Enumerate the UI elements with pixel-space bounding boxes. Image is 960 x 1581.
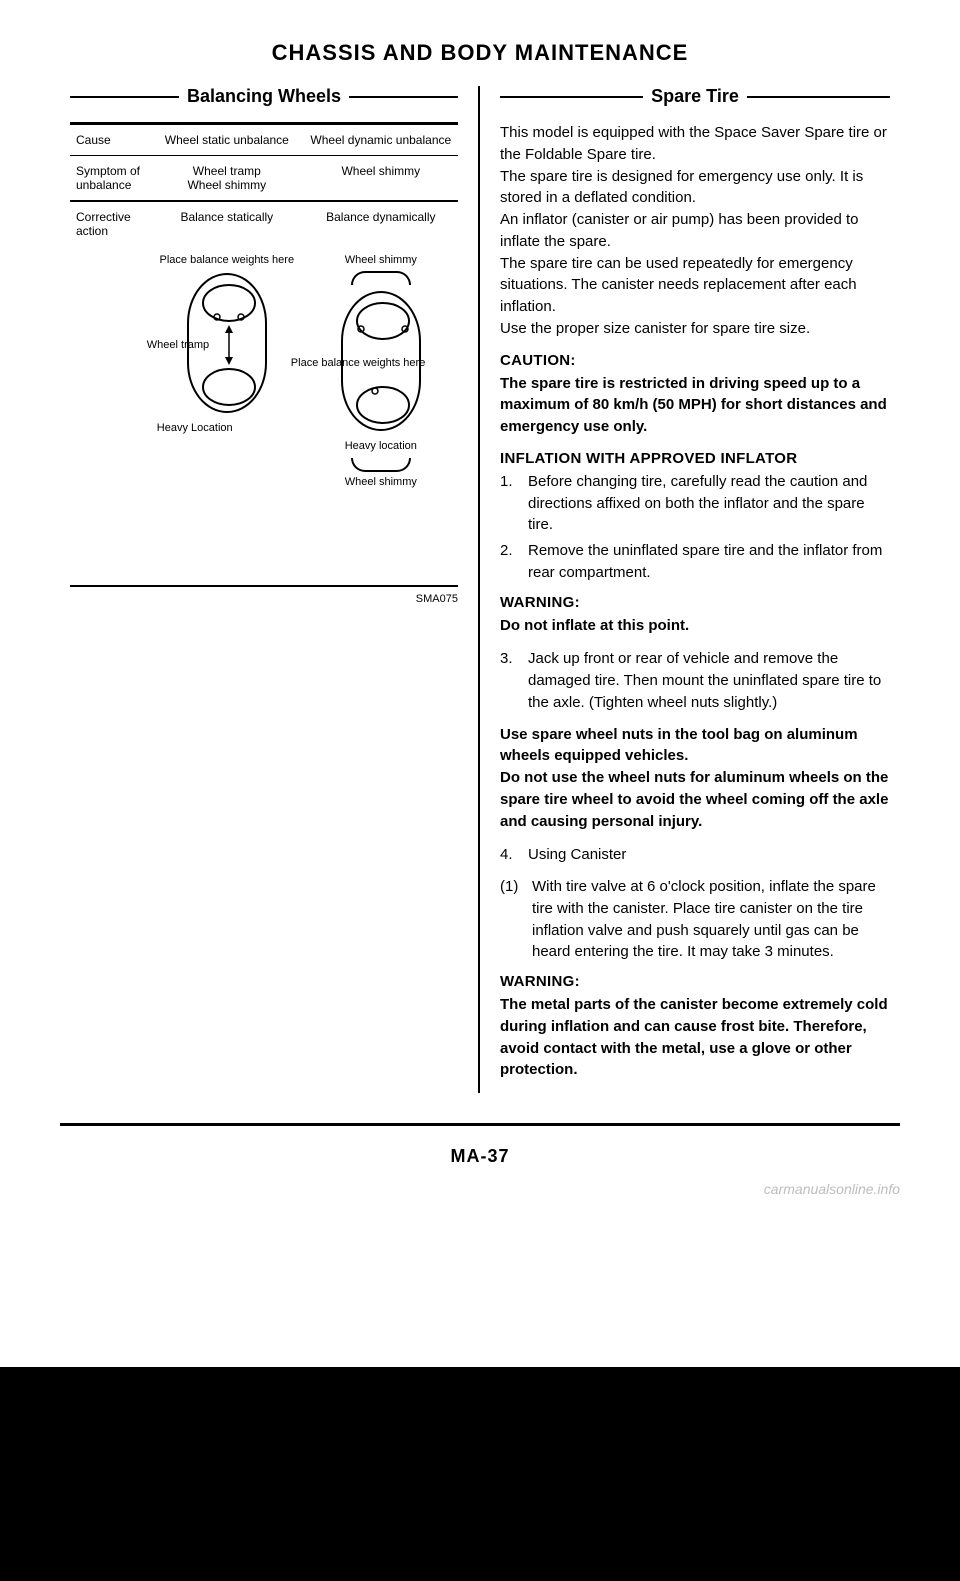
static-diagram-cell: Place balance weights here <box>150 246 304 586</box>
step-item: 2. Remove the uninflated spare tire and … <box>500 540 890 584</box>
two-column-layout: Balancing Wheels Cause Wheel static unba… <box>60 86 900 1093</box>
left-column: Balancing Wheels Cause Wheel static unba… <box>60 86 480 1093</box>
step-text: Using Canister <box>528 844 626 866</box>
diagram-label: Place balance weights here <box>157 254 297 267</box>
step-item: 3. Jack up front or rear of vehicle and … <box>500 648 890 713</box>
cell: Wheel shimmy <box>304 156 458 202</box>
step-number: 2. <box>500 540 528 584</box>
step-number: 1. <box>500 471 528 536</box>
step-number: 3. <box>500 648 528 713</box>
diagram-label: Wheel shimmy <box>311 254 451 267</box>
steps-list: 3. Jack up front or rear of vehicle and … <box>500 648 890 713</box>
cell: Balance dynamically <box>304 201 458 246</box>
watermark: carmanualsonline.info <box>764 1181 900 1197</box>
diagram-label: Heavy location <box>311 440 451 453</box>
step-text: Remove the uninflated spare tire and the… <box>528 540 890 584</box>
arc-icon <box>351 458 411 472</box>
page-number: MA-37 <box>60 1146 900 1167</box>
cell: Wheel tramp Wheel shimmy <box>150 156 304 202</box>
rule-line <box>349 96 458 98</box>
cell: Balance statically <box>150 201 304 246</box>
row-label: Symptom of unbalance <box>70 156 150 202</box>
row-label: Cause <box>70 124 150 156</box>
bottom-rule <box>60 1123 900 1126</box>
step-text: Before changing tire, carefully read the… <box>528 471 890 536</box>
rule-line <box>747 96 890 98</box>
right-column: Spare Tire This model is equipped with t… <box>480 86 900 1093</box>
spare-tire-header: Spare Tire <box>500 86 890 107</box>
balancing-wheels-header: Balancing Wheels <box>70 86 458 107</box>
cell: Wheel static unbalance <box>150 124 304 156</box>
diagram-label: Heavy Location <box>157 422 297 435</box>
warning-body: The metal parts of the canister become e… <box>500 994 890 1081</box>
page-title: CHASSIS AND BODY MAINTENANCE <box>60 40 900 66</box>
diagram-label: Wheel tramp <box>147 339 297 352</box>
diagram-label: Place balance weights here <box>291 357 451 370</box>
arc-icon <box>351 271 411 285</box>
warning-body: Do not inflate at this point. <box>500 615 890 637</box>
warning-heading: WARNING: <box>500 594 890 611</box>
note-bold: Use spare wheel nuts in the tool bag on … <box>500 724 890 833</box>
figure-code: SMA075 <box>70 593 458 605</box>
intro-paragraph: This model is equipped with the Space Sa… <box>500 122 890 340</box>
caution-heading: CAUTION: <box>500 352 890 369</box>
inflation-heading: INFLATION WITH APPROVED INFLATOR <box>500 450 890 467</box>
substep-text: With tire valve at 6 o'clock position, i… <box>532 876 890 963</box>
empty-cell <box>70 246 150 586</box>
step-item: 1. Before changing tire, carefully read … <box>500 471 890 536</box>
step-text: Jack up front or rear of vehicle and rem… <box>528 648 890 713</box>
dynamic-diagram-cell: Wheel shimmy <box>304 246 458 586</box>
steps-list: 1. Before changing tire, carefully read … <box>500 471 890 584</box>
caution-body: The spare tire is restricted in driving … <box>500 373 890 438</box>
rule-line <box>70 96 179 98</box>
manual-page: CHASSIS AND BODY MAINTENANCE Balancing W… <box>0 0 960 1367</box>
step-item: 4. Using Canister <box>500 844 890 866</box>
warning-heading: WARNING: <box>500 973 890 990</box>
substep-item: (1) With tire valve at 6 o'clock positio… <box>500 876 890 963</box>
diagram-label: Wheel shimmy <box>311 476 451 489</box>
substep-number: (1) <box>500 876 532 963</box>
row-label: Corrective action <box>70 201 150 246</box>
balancing-table: Cause Wheel static unbalance Wheel dynam… <box>70 122 458 587</box>
section-title: Balancing Wheels <box>179 86 349 107</box>
rule-line <box>500 96 643 98</box>
step-number: 4. <box>500 844 528 866</box>
section-title: Spare Tire <box>643 86 747 107</box>
cell: Wheel dynamic unbalance <box>304 124 458 156</box>
steps-list: 4. Using Canister <box>500 844 890 866</box>
